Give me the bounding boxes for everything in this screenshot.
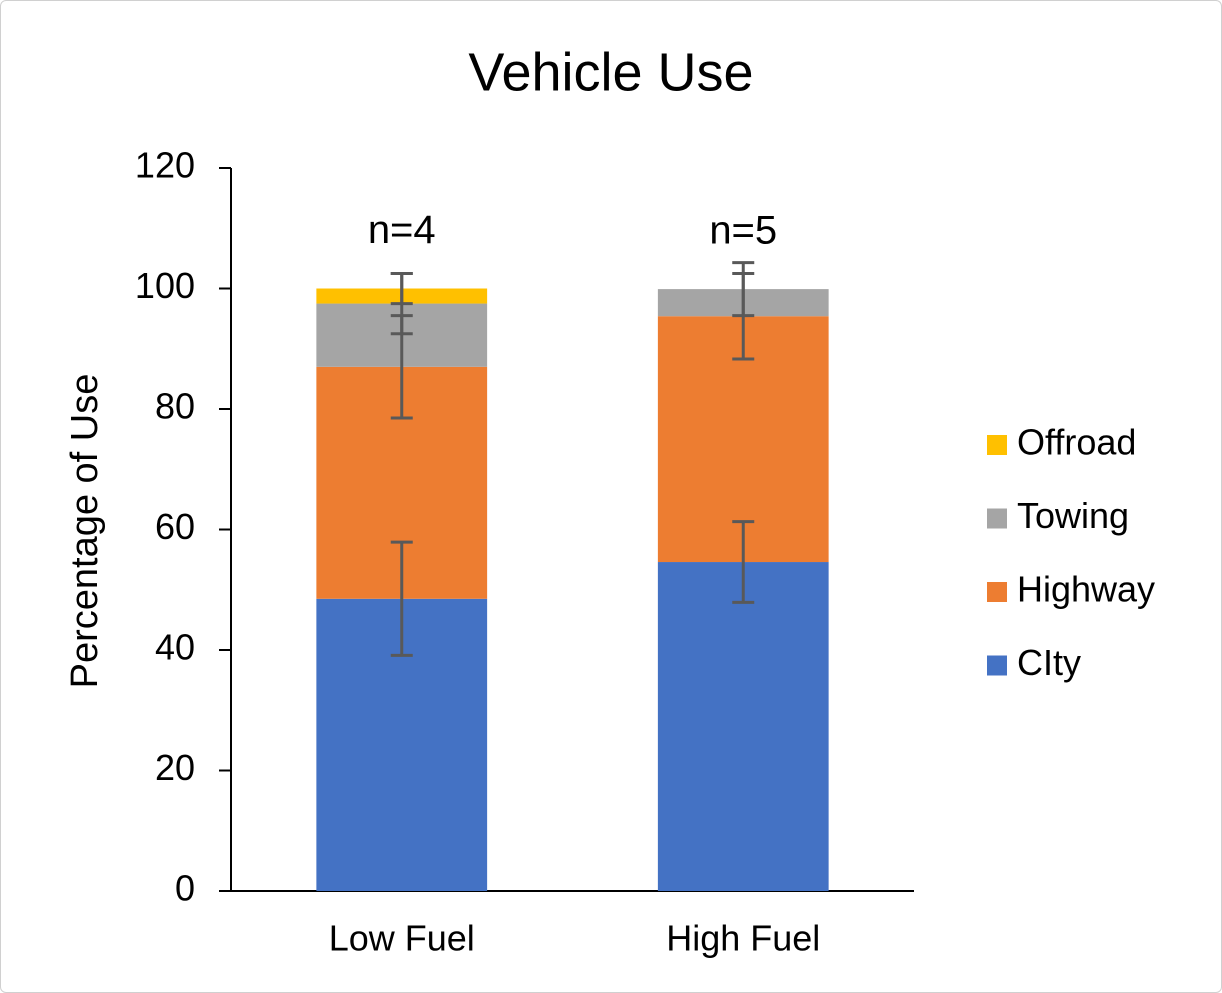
x-tick-label: High Fuel: [666, 918, 820, 959]
legend-label: CIty: [1017, 642, 1081, 683]
legend-label: Towing: [1017, 495, 1129, 536]
legend-swatch: [987, 655, 1007, 676]
legend-label: Offroad: [1017, 422, 1136, 463]
legend-swatch: [987, 435, 1007, 455]
annotation: n=4: [368, 208, 436, 252]
y-tick-label: 100: [135, 265, 195, 306]
y-tick-label: 0: [175, 868, 195, 909]
chart-title: Vehicle Use: [468, 42, 753, 102]
y-tick-label: 80: [155, 386, 195, 427]
y-tick-label: 120: [135, 145, 195, 186]
y-tick-label: 60: [155, 506, 195, 547]
legend-swatch: [987, 582, 1007, 602]
annotation: n=5: [709, 209, 777, 253]
legend-swatch: [987, 508, 1007, 529]
legend-label: Highway: [1017, 569, 1155, 610]
y-tick-label: 40: [155, 627, 195, 668]
y-axis-label: Percentage of Use: [64, 374, 106, 689]
x-tick-label: Low Fuel: [329, 918, 475, 959]
bar-segment: [657, 562, 829, 891]
y-tick-label: 20: [155, 747, 195, 788]
